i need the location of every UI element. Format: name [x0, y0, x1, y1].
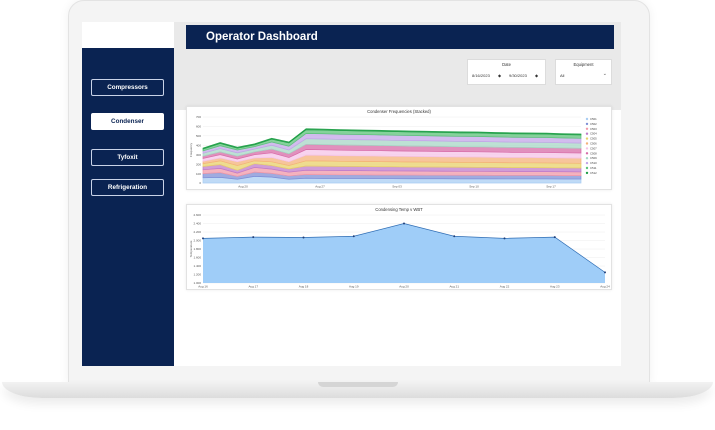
legend-label[interactable]: C512	[590, 171, 597, 175]
x-tick-label: Aug 24	[600, 285, 610, 289]
sidebar-item-label: Refrigeration	[107, 184, 148, 191]
page-title: Operator Dashboard	[186, 25, 614, 49]
y-tick-label: 1.000	[193, 281, 201, 285]
equipment-filter[interactable]: Equipment All ⌄	[555, 59, 612, 85]
data-point[interactable]	[352, 235, 355, 238]
stacked-frequency-chart: 0 100 200 300 400 500 600 700 Frequency Aug 20 Aug…	[189, 115, 597, 189]
sidebar-item-condenser[interactable]: Condenser	[91, 113, 164, 130]
y-tick-label: 600	[196, 125, 201, 129]
chart-title: Condensing Temp v WBT	[375, 207, 423, 212]
date-handle-icon[interactable]: ◆	[498, 73, 502, 78]
laptop-base	[2, 382, 713, 398]
data-point[interactable]	[453, 235, 456, 238]
date-filter: Date 8/16/2023 ◆ 9/30/2023 ◆	[467, 59, 546, 85]
y-tick-label: 1.600	[193, 256, 201, 260]
legend-marker[interactable]	[585, 132, 589, 135]
legend-marker[interactable]	[585, 166, 589, 170]
x-tick-label: Aug 18	[299, 285, 309, 289]
condensing-temp-chart: 1.000 1.200 1.400 1.600 1.800 2.000 2.200 2.400…	[189, 213, 610, 289]
page-title-text: Operator Dashboard	[206, 31, 318, 43]
legend-label[interactable]: C510	[590, 161, 597, 165]
legend-marker[interactable]	[585, 152, 589, 155]
x-tick-label: Aug 16	[198, 285, 208, 289]
stacked-frequency-panel: Condenser Frequencies (Stacked) 0 100 200 3…	[186, 106, 612, 190]
date-end-input[interactable]: 9/30/2023	[509, 73, 527, 78]
y-tick-label: 100	[196, 172, 201, 176]
sidebar-item-label: Condenser	[111, 118, 144, 125]
legend-label[interactable]: C501	[590, 117, 597, 121]
legend-label[interactable]: C511	[590, 166, 597, 170]
legend-label[interactable]: C508	[590, 151, 597, 155]
y-tick-label: 2.400	[193, 222, 201, 226]
condensing-temp-panel: Condensing Temp v WBT 1.000 1.200 1.400 1.6…	[186, 204, 612, 290]
date-handle-icon[interactable]: ◆	[535, 73, 539, 78]
y-tick-label: 2.200	[193, 230, 201, 234]
area-series-c512[interactable]	[202, 128, 582, 150]
x-tick-label: Aug 19	[349, 285, 359, 289]
date-filter-label: Date	[502, 62, 511, 67]
legend-label[interactable]: C503	[590, 127, 597, 131]
y-tick-label: 1.400	[193, 264, 201, 268]
sidebar-item-label: Tyfoxit	[117, 154, 138, 161]
data-point[interactable]	[553, 236, 556, 239]
legend-marker[interactable]	[585, 171, 589, 175]
chevron-down-icon[interactable]: ⌄	[602, 71, 607, 77]
legend-label[interactable]: C504	[590, 132, 597, 136]
legend-label[interactable]: C502	[590, 122, 597, 126]
x-tick-label: Sep 03	[392, 185, 402, 189]
chart-title: Condenser Frequencies (Stacked)	[367, 109, 431, 114]
legend-label[interactable]: C509	[590, 156, 597, 160]
y-tick-label: 500	[196, 134, 201, 138]
y-tick-label: 1.800	[193, 247, 201, 251]
legend-marker[interactable]	[585, 117, 589, 121]
x-tick-label: Aug 22	[500, 285, 510, 289]
data-point[interactable]	[202, 237, 204, 240]
x-tick-label: Aug 20	[238, 185, 248, 189]
data-point[interactable]	[604, 271, 606, 274]
legend-marker[interactable]	[585, 147, 589, 150]
y-tick-label: 300	[196, 153, 201, 157]
x-tick-label: Sep 17	[546, 185, 556, 189]
legend-label[interactable]: C507	[590, 146, 597, 150]
temperature-area	[203, 223, 605, 283]
legend-marker[interactable]	[585, 122, 589, 126]
x-tick-label: Aug 17	[248, 285, 258, 289]
screen: Compressors Condenser Tyfoxit Refrigerat…	[82, 22, 621, 366]
x-tick-label: Aug 23	[550, 285, 560, 289]
y-tick-label: 200	[196, 162, 201, 166]
date-start-input[interactable]: 8/16/2023	[472, 73, 490, 78]
x-tick-label: Aug 27	[315, 185, 325, 189]
legend-label[interactable]: C506	[590, 142, 597, 146]
x-tick-label: Aug 20	[399, 285, 409, 289]
topbar: Operator Dashboard Date 8/16/2023 ◆ 9/30…	[174, 22, 621, 110]
x-tick-label: Aug 21	[449, 285, 459, 289]
y-axis-label: Temperature	[189, 240, 193, 257]
data-point[interactable]	[252, 236, 255, 239]
y-tick-label: 2.000	[193, 239, 201, 243]
legend-marker[interactable]	[585, 137, 589, 140]
y-axis-label: Frequency	[189, 142, 193, 157]
equipment-select-value[interactable]: All	[560, 73, 565, 78]
sidebar-item-compressors[interactable]: Compressors	[91, 79, 164, 96]
x-tick-label: Sep 10	[469, 185, 479, 189]
legend-marker[interactable]	[585, 127, 589, 130]
sidebar-item-label: Compressors	[107, 84, 148, 91]
y-tick-label: 700	[196, 115, 201, 119]
y-tick-label: 1.200	[193, 273, 201, 277]
legend-marker[interactable]	[585, 157, 589, 160]
legend-label[interactable]: C505	[590, 137, 597, 141]
y-tick-label: 2.600	[193, 213, 201, 217]
data-point[interactable]	[503, 237, 506, 240]
sidebar: Compressors Condenser Tyfoxit Refrigerat…	[82, 48, 174, 366]
sidebar-item-refrigeration[interactable]: Refrigeration	[91, 179, 164, 196]
y-tick-label: 0	[199, 181, 201, 185]
sidebar-item-tyfoxit[interactable]: Tyfoxit	[91, 149, 164, 166]
legend-marker[interactable]	[585, 142, 589, 145]
laptop-notch	[318, 382, 398, 387]
data-point[interactable]	[302, 236, 305, 239]
equipment-filter-label: Equipment	[573, 62, 594, 67]
data-point[interactable]	[403, 222, 405, 225]
legend-marker[interactable]	[585, 161, 589, 165]
y-tick-label: 400	[196, 143, 201, 147]
